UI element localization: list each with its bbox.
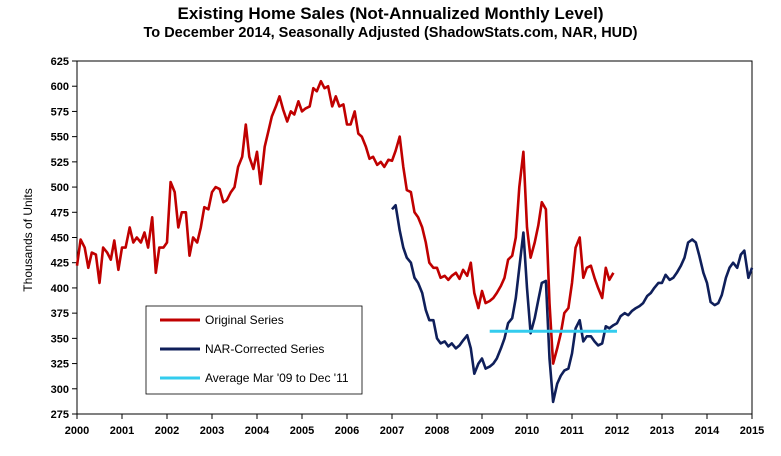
x-tick-label: 2006 — [335, 425, 359, 437]
y-tick-label: 575 — [51, 106, 69, 118]
y-tick-label: 600 — [51, 81, 69, 93]
y-tick-label: 525 — [51, 157, 69, 169]
x-tick-label: 2004 — [245, 425, 270, 437]
y-tick-label: 450 — [51, 233, 69, 245]
x-tick-label: 2012 — [605, 425, 629, 437]
y-tick-label: 400 — [51, 283, 69, 295]
x-tick-label: 2007 — [380, 425, 404, 437]
x-tick-label: 2001 — [110, 425, 134, 437]
axes: 625 600 575 550 525 500 475 450 425 400 375 350 325 3… — [51, 56, 765, 437]
y-tick-label: 425 — [51, 258, 69, 270]
legend: Original Series NAR-Corrected Series Avera… — [145, 305, 363, 395]
chart-subtitle: To December 2014, Seasonally Adjusted (S… — [143, 25, 638, 41]
x-tick-label: 2011 — [560, 425, 584, 437]
x-tick-label: 2010 — [515, 425, 539, 437]
chart-title: Existing Home Sales (Not-Annualized Mont… — [177, 4, 604, 23]
x-tick-label: 2000 — [65, 425, 89, 437]
y-tick-label: 550 — [51, 132, 69, 144]
y-tick-label: 300 — [51, 384, 69, 396]
y-tick-label: 625 — [51, 56, 69, 68]
x-tick-label: 2009 — [470, 425, 494, 437]
series-lines — [75, 79, 754, 404]
y-tick-label: 475 — [51, 207, 69, 219]
y-tick-label: 350 — [51, 333, 69, 345]
x-tick-label: 2005 — [290, 425, 314, 437]
y-tick-label: 500 — [51, 182, 69, 194]
x-tick-label: 2003 — [200, 425, 224, 437]
y-tick-label: 375 — [51, 308, 69, 320]
x-tick-label: 2002 — [155, 425, 179, 437]
legend-entry: NAR-Corrected Series — [205, 342, 324, 356]
legend-entry: Original Series — [205, 313, 284, 327]
x-tick-label: 2008 — [425, 425, 449, 437]
x-tick-label: 2013 — [650, 425, 674, 437]
original-series-line — [75, 79, 615, 365]
legend-entry: Average Mar '09 to Dec '11 — [205, 371, 349, 385]
y-tick-label: 325 — [51, 359, 69, 371]
x-tick-label: 2015 — [740, 425, 764, 437]
nar-corrected-series-line — [391, 203, 754, 404]
y-axis-label: Thousands of Units — [21, 188, 35, 291]
x-tick-label: 2014 — [695, 425, 720, 437]
y-tick-label: 275 — [51, 409, 69, 421]
